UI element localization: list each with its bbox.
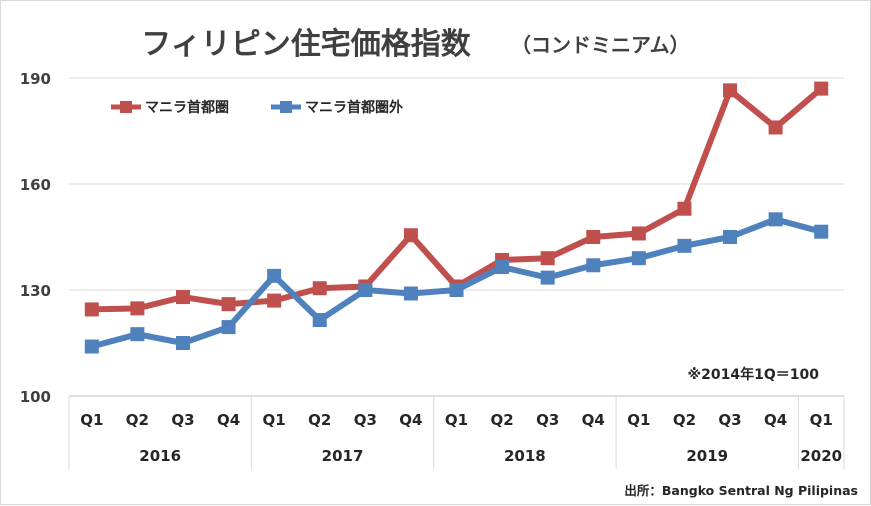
x-tick-label: Q1 (810, 411, 833, 429)
data-point (631, 226, 646, 241)
x-tick-label: Q2 (126, 411, 149, 429)
x-tick-label: Q2 (673, 411, 696, 429)
series-layer (84, 81, 829, 354)
base-note: ※2014年1Q＝100 (688, 366, 820, 383)
year-label: 2018 (504, 447, 546, 465)
series-line (88, 85, 825, 313)
legend-label: マニラ首都圏 (145, 99, 229, 116)
data-point (312, 313, 327, 328)
year-label: 2016 (139, 447, 181, 465)
data-point (130, 301, 145, 316)
data-point (723, 83, 738, 98)
data-point (495, 260, 510, 275)
data-point (84, 339, 99, 354)
x-tick-label: Q4 (399, 411, 422, 429)
x-tick-label: Q3 (536, 411, 559, 429)
y-tick-label: 130 (20, 282, 51, 300)
data-point (403, 228, 418, 243)
x-tick-label: Q4 (764, 411, 787, 429)
data-point (677, 201, 692, 216)
x-axis: Q1 Q2 Q3 Q4 Q1 Q2 Q3 Q4 Q1 Q2 Q3 Q4 Q1 Q2 Q3 Q4 Q1 2016 20… (68, 396, 845, 469)
y-tick-label: 190 (20, 70, 51, 88)
legend-label: マニラ首都圏外 (305, 99, 403, 116)
data-point (84, 302, 99, 317)
data-point (358, 283, 373, 297)
y-axis: 100 130 160 190 (20, 70, 51, 406)
data-point (130, 327, 145, 342)
x-tick-label: Q3 (171, 411, 194, 429)
x-tick-label: Q2 (490, 411, 513, 429)
chart-subtitle: （コンドミニアム） (511, 33, 690, 57)
source-note: 出所：Bangko Sentral Ng Pilipinas (624, 483, 858, 498)
data-point (586, 258, 601, 273)
chart-title: フィリピン住宅価格指数 (141, 27, 471, 62)
data-point (267, 268, 282, 283)
x-tick-label: Q1 (627, 411, 650, 429)
y-tick-label: 100 (20, 388, 51, 406)
data-point (768, 120, 783, 135)
data-point (586, 230, 601, 244)
x-tick-label: Q1 (445, 411, 468, 429)
year-label: 2017 (322, 447, 364, 465)
y-tick-label: 160 (20, 176, 51, 194)
data-point (449, 283, 464, 297)
x-tick-label: Q3 (354, 411, 377, 429)
data-point (403, 286, 418, 301)
data-point (540, 270, 555, 285)
legend: マニラ首都圏 マニラ首都圏外 (111, 99, 403, 116)
x-tick-label: Q1 (80, 411, 103, 429)
legend-marker (120, 101, 132, 113)
x-tick-label: Q2 (308, 411, 331, 429)
gridlines (69, 77, 844, 397)
legend-marker (280, 101, 292, 113)
x-tick-label: Q1 (263, 411, 286, 429)
data-point (221, 297, 236, 312)
x-tick-label: Q4 (217, 411, 240, 429)
data-point (677, 238, 692, 253)
data-point (814, 224, 829, 239)
data-point (814, 81, 829, 96)
data-point (267, 293, 282, 308)
data-point (175, 336, 190, 350)
data-point (312, 281, 327, 296)
data-point (723, 230, 738, 244)
data-point (768, 212, 783, 227)
x-tick-label: Q4 (582, 411, 605, 429)
data-point (221, 320, 236, 335)
data-point (540, 251, 555, 266)
year-label: 2020 (800, 447, 842, 465)
data-point (631, 251, 646, 266)
year-label: 2019 (686, 447, 728, 465)
data-point (175, 290, 190, 305)
x-tick-label: Q3 (718, 411, 741, 429)
